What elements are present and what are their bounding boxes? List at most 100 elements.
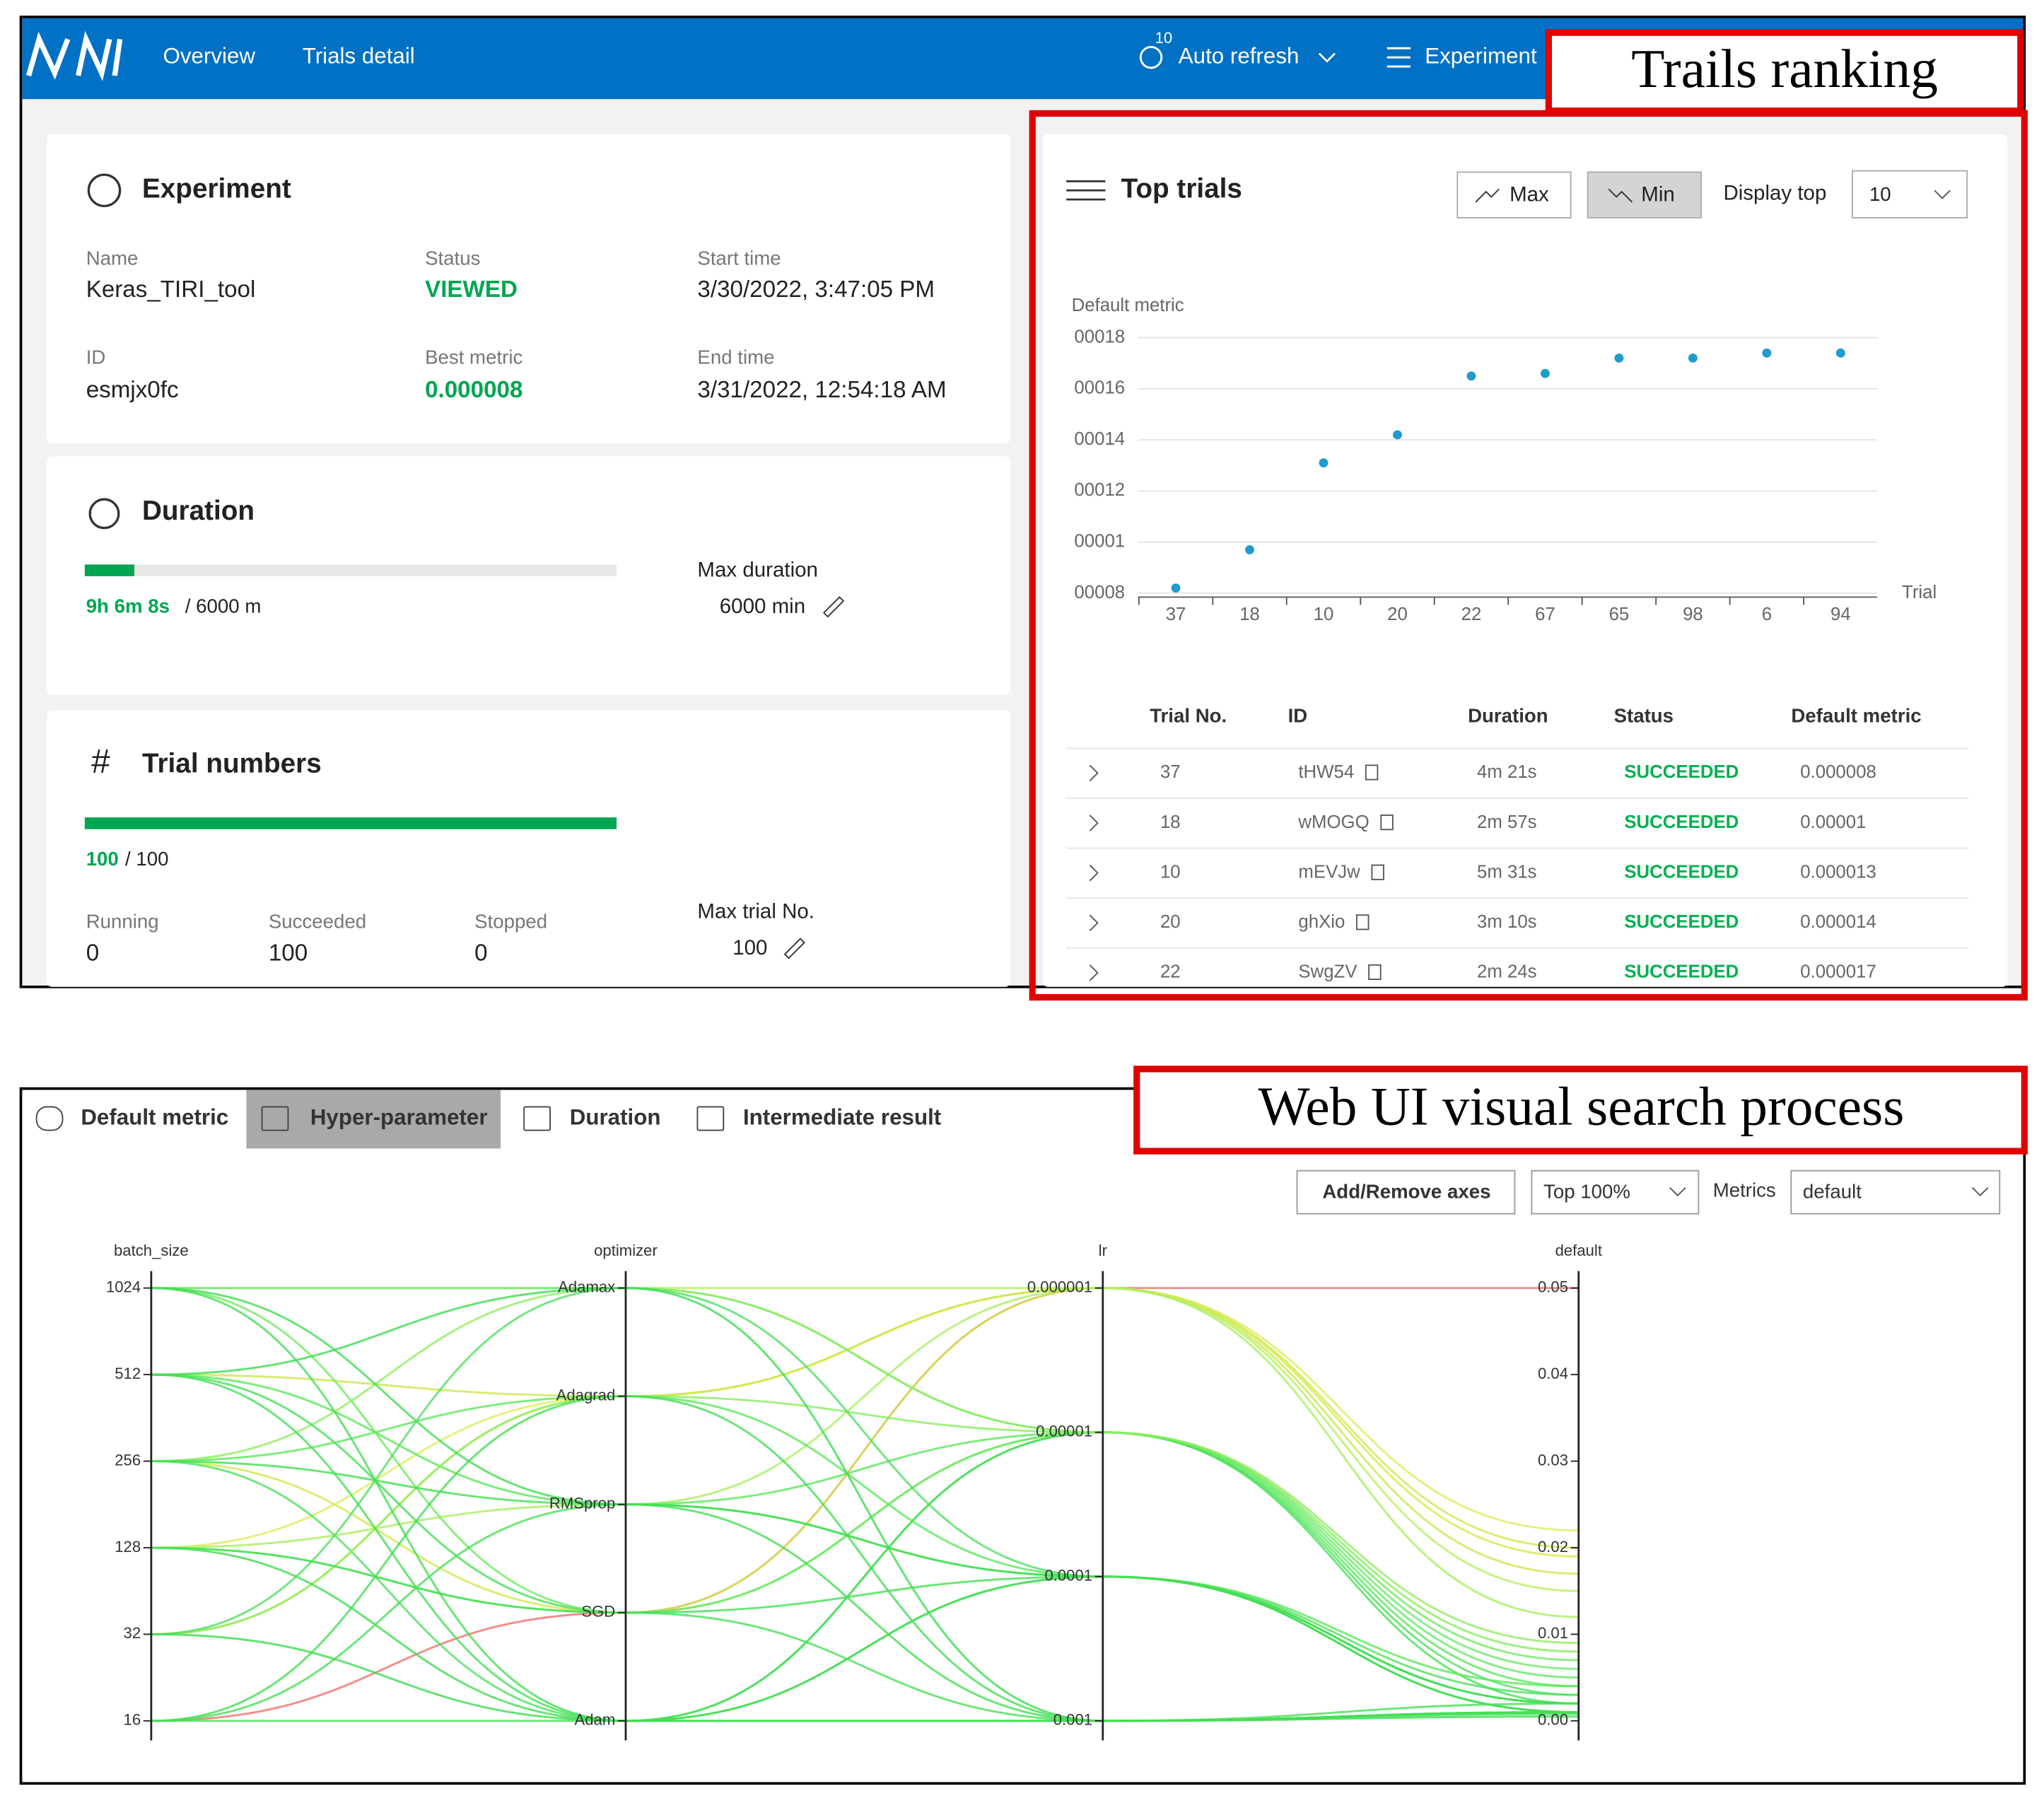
copy-icon[interactable] <box>1371 864 1384 880</box>
display-top-value[interactable]: 10 <box>1869 183 1891 205</box>
axis-tick-label: 0.00 <box>1538 1711 1568 1729</box>
edit-icon[interactable] <box>822 596 845 618</box>
progress-fill <box>84 817 617 829</box>
column-header: Trial No. <box>1150 704 1227 726</box>
expand-icon[interactable] <box>1089 914 1099 931</box>
stat-value: 100 <box>269 940 308 966</box>
x-tick-label: 10 <box>1314 605 1334 624</box>
stat-value: 0 <box>474 940 487 966</box>
metrics-label: Metrics <box>1713 1179 1776 1201</box>
axis-tick-label: 32 <box>124 1624 141 1642</box>
axis-tick-label: 0.0001 <box>1044 1567 1092 1585</box>
top-select[interactable] <box>1531 1169 1700 1215</box>
trial-line <box>151 1395 1579 1688</box>
nav-link[interactable]: Overview <box>163 43 255 68</box>
axes-button[interactable] <box>1296 1169 1516 1215</box>
cell: ghXio <box>1298 912 1345 932</box>
edit-icon[interactable] <box>783 938 805 959</box>
experiment-menu[interactable]: Experiment <box>1425 43 1537 68</box>
card-title: Duration <box>142 496 255 526</box>
axis-tick-label: 16 <box>124 1711 141 1729</box>
button-label[interactable]: Min <box>1641 182 1675 206</box>
expand-icon[interactable] <box>1089 815 1099 832</box>
field-value: VIEWED <box>425 276 518 303</box>
chevron <box>1318 52 1336 63</box>
gauge-icon <box>87 173 122 208</box>
max-value: 100 <box>732 936 767 959</box>
cell: tHW54 <box>1298 762 1354 782</box>
display-top-select[interactable] <box>1852 170 1968 218</box>
field-value: 3/30/2022, 3:47:05 PM <box>697 276 935 303</box>
nav-link[interactable]: Trials detail <box>303 43 415 68</box>
expand-icon[interactable] <box>1089 764 1099 782</box>
cell: 2m 24s <box>1477 962 1537 982</box>
x-tick-label: 65 <box>1609 605 1630 624</box>
annotation-box <box>1545 29 2024 115</box>
expand-icon[interactable] <box>1089 964 1099 981</box>
status: SUCCEEDED <box>1624 862 1739 882</box>
metrics-select[interactable] <box>1790 1169 2001 1215</box>
point <box>1541 368 1550 378</box>
point <box>1171 583 1181 593</box>
cell: SwgZV <box>1298 962 1357 982</box>
trial-line <box>151 1287 1579 1645</box>
hash-icon: # <box>91 743 110 781</box>
button-label[interactable]: Max <box>1509 182 1549 206</box>
axis-tick-label: SGD <box>581 1603 615 1621</box>
point <box>1688 354 1698 363</box>
axis-tick-label: 0.05 <box>1538 1278 1568 1296</box>
card <box>47 134 1010 443</box>
select-value[interactable]: Top 100% <box>1543 1180 1630 1202</box>
point <box>1835 348 1845 358</box>
cell: 2m 57s <box>1477 812 1537 832</box>
column-header: Status <box>1614 704 1674 726</box>
copy-icon[interactable] <box>1368 964 1382 980</box>
axis-tick-label: 256 <box>115 1451 141 1469</box>
chevron <box>1971 1187 1989 1197</box>
trial-line <box>151 1287 1579 1722</box>
cell: 0.000014 <box>1800 912 1876 932</box>
axis-tick-label: 0.04 <box>1538 1365 1568 1382</box>
point <box>1393 430 1402 440</box>
chevron <box>1934 189 1951 199</box>
list-icon <box>1386 47 1411 68</box>
parallel-coordinates: batch_size 1024 512 256 128 32 16 optimizer Adam… <box>106 1242 1602 1741</box>
copy-icon[interactable] <box>1356 914 1370 930</box>
card <box>47 710 1010 987</box>
annotation: Web UI visual search process <box>1258 1076 1905 1137</box>
min-button[interactable] <box>1587 171 1703 218</box>
cell: 10 <box>1160 862 1181 882</box>
field-label: Best metric <box>425 346 522 368</box>
expand-icon[interactable] <box>1089 864 1099 882</box>
column-header: ID <box>1288 704 1308 726</box>
tab[interactable]: Duration <box>570 1104 661 1129</box>
field-label: ID <box>86 346 106 368</box>
tab[interactable]: Default metric <box>81 1104 228 1129</box>
refresh-count: 10 <box>1155 29 1173 47</box>
cell: 0.00001 <box>1800 812 1866 832</box>
card <box>1043 134 2008 987</box>
copy-icon[interactable] <box>1365 764 1379 781</box>
point <box>1245 545 1254 554</box>
button-label[interactable]: Add/Remove axes <box>1322 1180 1490 1202</box>
status: SUCCEEDED <box>1624 762 1739 782</box>
max-label: Max trial No. <box>697 899 814 923</box>
trial-line <box>151 1546 1579 1722</box>
copy-icon[interactable] <box>1380 815 1394 831</box>
tab[interactable]: Hyper-parameter <box>310 1104 488 1129</box>
max-value: 6000 min <box>720 595 805 618</box>
y-tick-label: 00014 <box>1074 429 1125 449</box>
y-tick-label: 00016 <box>1074 378 1125 398</box>
axis-name: default <box>1555 1242 1602 1259</box>
cell: 18 <box>1160 812 1181 832</box>
field-value: Keras_TIRI_tool <box>86 276 256 303</box>
auto-refresh[interactable]: Auto refresh <box>1179 43 1300 68</box>
max-button[interactable] <box>1456 171 1572 218</box>
trial-line <box>151 1431 1579 1722</box>
tab-bar: Default metric Hyper-parameter Duration Int… <box>35 1090 942 1149</box>
axis-tick-label: Adagrad <box>556 1387 616 1404</box>
progress-track <box>84 564 617 576</box>
select-value[interactable]: default <box>1803 1180 1862 1202</box>
tab[interactable]: Intermediate result <box>743 1104 942 1129</box>
field-value: 3/31/2022, 12:54:18 AM <box>697 377 946 403</box>
